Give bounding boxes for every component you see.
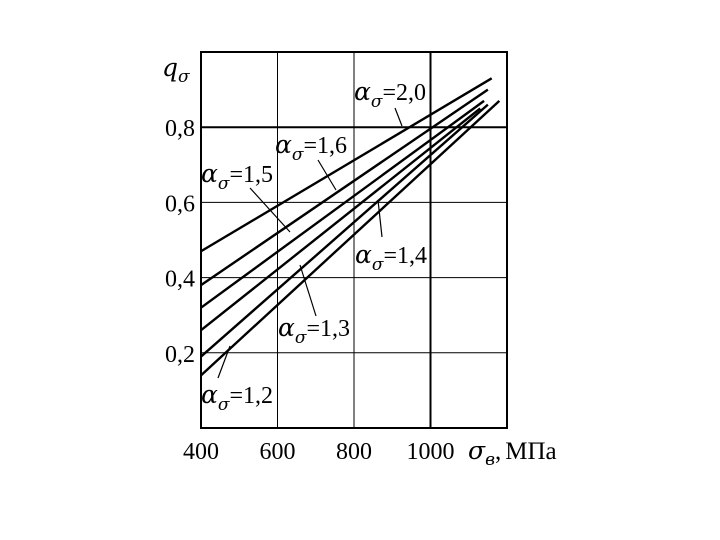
series-line bbox=[200, 99, 501, 377]
series-label: ασ=2,0 bbox=[354, 77, 426, 112]
y-tick-label: 0,4 bbox=[165, 267, 195, 293]
series-line bbox=[200, 107, 481, 332]
series-line bbox=[200, 103, 489, 358]
series-label: ασ=1,6 bbox=[275, 130, 347, 165]
series-leader bbox=[249, 187, 291, 233]
series-labels: ασ=2,0ασ=1,6ασ=1,5 ασ=1,4 ασ=1,3ασ=1,2 bbox=[201, 77, 427, 415]
series-label: ασ=1,2 bbox=[201, 380, 273, 415]
x-tick-label: 1000 bbox=[407, 439, 455, 465]
y-tick-label: 0,6 bbox=[165, 191, 195, 217]
series-label: ασ=1,4 bbox=[355, 240, 427, 275]
series-line bbox=[200, 99, 485, 309]
y-tick-label: 0,2 bbox=[165, 342, 195, 368]
label-leaders bbox=[217, 107, 403, 379]
y-axis-label: qσ bbox=[162, 53, 190, 87]
tick-labels: 400 600 800 1000 0,2 0,4 0,6 0,8 bbox=[165, 116, 455, 465]
series-line bbox=[200, 77, 493, 253]
series-leader bbox=[299, 264, 317, 317]
x-axis-label: σв, МПа bbox=[468, 436, 557, 470]
x-tick-label: 600 bbox=[260, 439, 296, 465]
plot-frame bbox=[200, 51, 508, 429]
series-lines bbox=[200, 77, 501, 377]
series-leader bbox=[377, 199, 383, 238]
y-tick-label: 0,8 bbox=[165, 116, 195, 142]
series-leader bbox=[394, 107, 403, 127]
series-line bbox=[200, 88, 489, 287]
x-tick-label: 800 bbox=[336, 439, 372, 465]
series-leader bbox=[317, 159, 337, 191]
series-leader bbox=[217, 345, 231, 379]
series-label: ασ=1,3 bbox=[278, 313, 350, 348]
series-label: ασ=1,5 bbox=[201, 159, 273, 194]
x-tick-label: 400 bbox=[183, 439, 219, 465]
